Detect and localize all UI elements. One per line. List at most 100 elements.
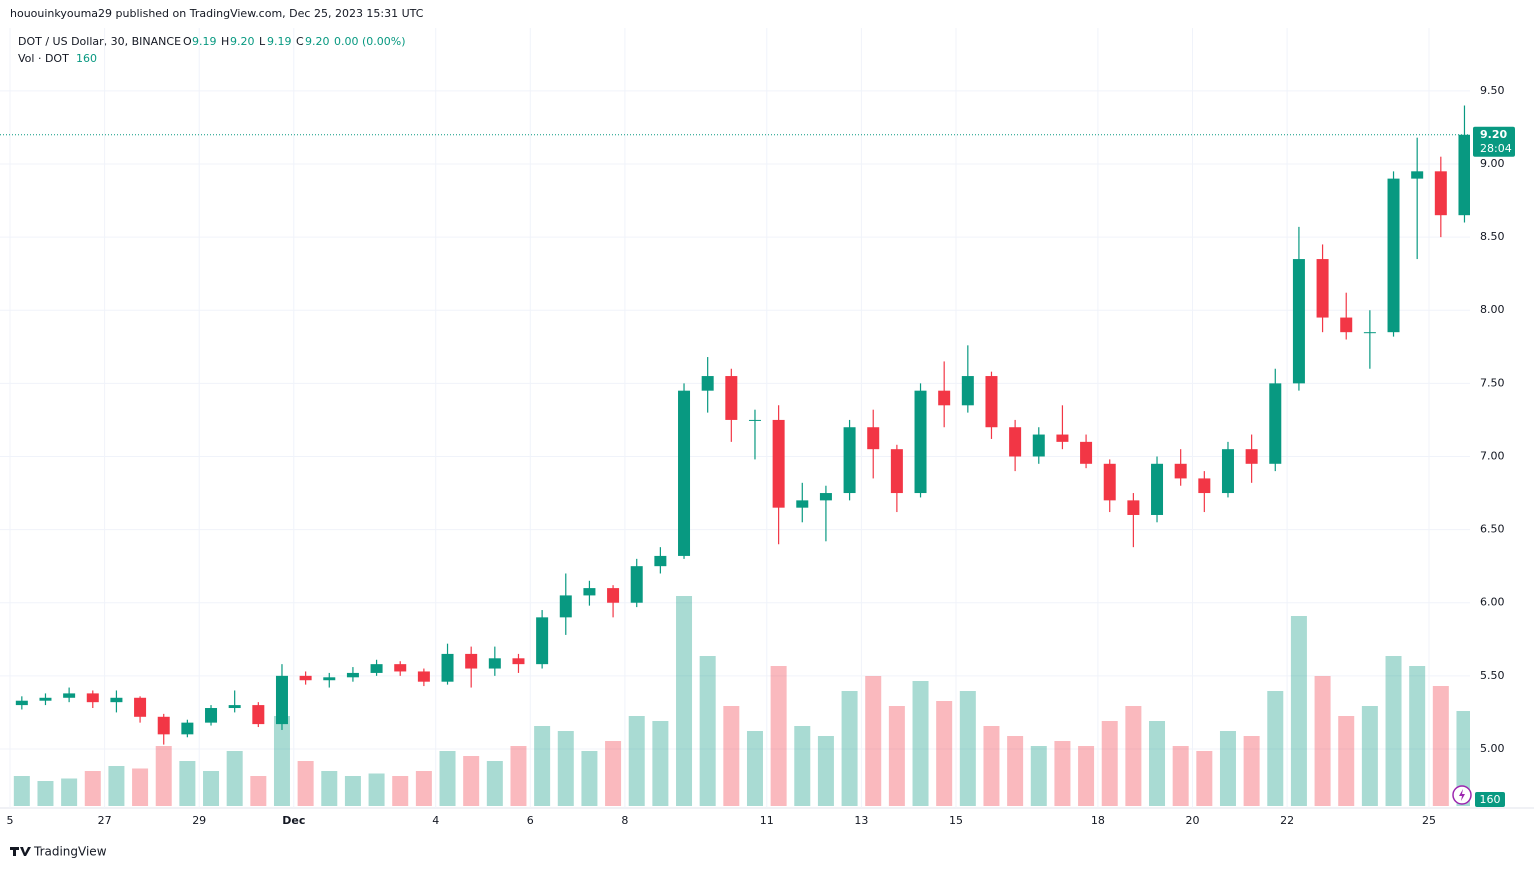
brand: TradingView bbox=[33, 845, 107, 859]
volume-bar bbox=[297, 761, 314, 806]
candle-body bbox=[938, 390, 951, 406]
candle-body bbox=[1032, 434, 1045, 457]
candle-body bbox=[1151, 463, 1164, 515]
candle-body bbox=[559, 595, 572, 618]
candle-body bbox=[1174, 463, 1187, 479]
volume-bar bbox=[959, 691, 976, 806]
candle-body bbox=[86, 693, 99, 703]
candle-body bbox=[630, 566, 643, 603]
volume-bar bbox=[865, 676, 882, 806]
volume-bar bbox=[912, 681, 929, 806]
volume-bar bbox=[534, 726, 551, 806]
volume-bar bbox=[37, 781, 54, 806]
vol-label: Vol · DOT bbox=[18, 52, 69, 65]
volume-bar bbox=[1432, 686, 1449, 806]
volume-bar bbox=[841, 691, 858, 806]
candle-body bbox=[607, 588, 620, 603]
candle-body bbox=[867, 427, 880, 450]
volume-bar bbox=[1196, 751, 1213, 806]
volume-bar bbox=[699, 656, 716, 806]
x-tick-label: 15 bbox=[949, 814, 963, 827]
y-tick-label: 9.00 bbox=[1480, 157, 1505, 170]
candle-body bbox=[1245, 449, 1258, 464]
candle-body bbox=[725, 376, 738, 420]
candle-body bbox=[1198, 478, 1211, 494]
candle-body bbox=[914, 390, 927, 494]
candle-body bbox=[678, 390, 691, 556]
volume-bar bbox=[1030, 746, 1047, 806]
x-tick-label: 4 bbox=[432, 814, 439, 827]
y-tick-label: 6.50 bbox=[1480, 523, 1505, 536]
candle-body bbox=[1269, 383, 1282, 464]
candle-body bbox=[1056, 434, 1069, 442]
y-tick-label: 7.50 bbox=[1480, 376, 1505, 389]
l-label: L bbox=[259, 35, 266, 48]
candle-body bbox=[843, 427, 856, 494]
volume-bar bbox=[1172, 746, 1189, 806]
candle-body bbox=[1080, 441, 1093, 464]
candle-body bbox=[890, 449, 903, 494]
candle-body bbox=[39, 697, 52, 701]
y-tick-label: 8.50 bbox=[1480, 230, 1505, 243]
x-tick-label: 29 bbox=[192, 814, 206, 827]
candle-body bbox=[1127, 500, 1140, 515]
volume-bar bbox=[1267, 691, 1284, 806]
candle-body bbox=[536, 617, 549, 665]
h-label: H bbox=[221, 35, 229, 48]
x-tick-label: 6 bbox=[527, 814, 534, 827]
candle-body bbox=[654, 555, 667, 567]
volume-bar bbox=[132, 768, 149, 806]
countdown: 28:04 bbox=[1480, 142, 1512, 155]
volume-bar bbox=[1314, 676, 1331, 806]
volume-bar bbox=[250, 776, 267, 806]
l-value: 9.19 bbox=[267, 35, 292, 48]
volume-bar bbox=[983, 726, 1000, 806]
volume-bar bbox=[1338, 716, 1355, 806]
candle-body bbox=[275, 675, 288, 725]
candle-body bbox=[323, 677, 336, 681]
volume-bar bbox=[13, 776, 30, 806]
x-tick-label: 25 bbox=[1422, 814, 1436, 827]
volume-value-box bbox=[1475, 792, 1505, 807]
volume-bar bbox=[817, 736, 834, 806]
x-tick-label: 22 bbox=[1280, 814, 1294, 827]
volume-bar bbox=[273, 716, 290, 806]
volume-bar bbox=[439, 751, 456, 806]
last-price-box bbox=[1473, 126, 1515, 157]
candle-body bbox=[1221, 449, 1234, 494]
y-tick-label: 5.50 bbox=[1480, 669, 1505, 682]
volume-bar bbox=[581, 751, 598, 806]
x-tick-label: 18 bbox=[1091, 814, 1105, 827]
volume-bar bbox=[61, 778, 78, 806]
candle-body bbox=[394, 664, 407, 672]
candle-body bbox=[1340, 317, 1353, 333]
volume-bar bbox=[605, 741, 622, 806]
volume-bar bbox=[1125, 706, 1142, 806]
volume-bar bbox=[1385, 656, 1402, 806]
volume-bar bbox=[1409, 666, 1426, 806]
h-value: 9.20 bbox=[230, 35, 255, 48]
legend: DOT / US Dollar, 30, BINANCE O 9.19 H 9.… bbox=[18, 35, 406, 65]
volume-bar bbox=[652, 721, 669, 806]
change: 0.00 (0.00%) bbox=[334, 35, 406, 48]
x-tick-label: 11 bbox=[760, 814, 774, 827]
candle-body bbox=[346, 672, 359, 678]
volume-value-label: 160 bbox=[1480, 793, 1501, 806]
candle-body bbox=[772, 419, 785, 508]
candle-body bbox=[1103, 463, 1116, 501]
volume-bar bbox=[628, 716, 645, 806]
volume-bar bbox=[108, 766, 125, 806]
volume-bar bbox=[1054, 741, 1071, 806]
volume-bar bbox=[723, 706, 740, 806]
candle-body bbox=[512, 658, 525, 665]
volume-bar bbox=[1361, 706, 1378, 806]
c-label: C bbox=[296, 35, 304, 48]
volume-bar bbox=[794, 726, 811, 806]
bolt bbox=[1459, 789, 1465, 801]
volume-bar bbox=[155, 746, 172, 806]
x-tick-label: 5 bbox=[7, 814, 14, 827]
volume-bar bbox=[936, 701, 953, 806]
candle-body bbox=[1009, 427, 1022, 457]
volume-bar bbox=[746, 731, 763, 806]
